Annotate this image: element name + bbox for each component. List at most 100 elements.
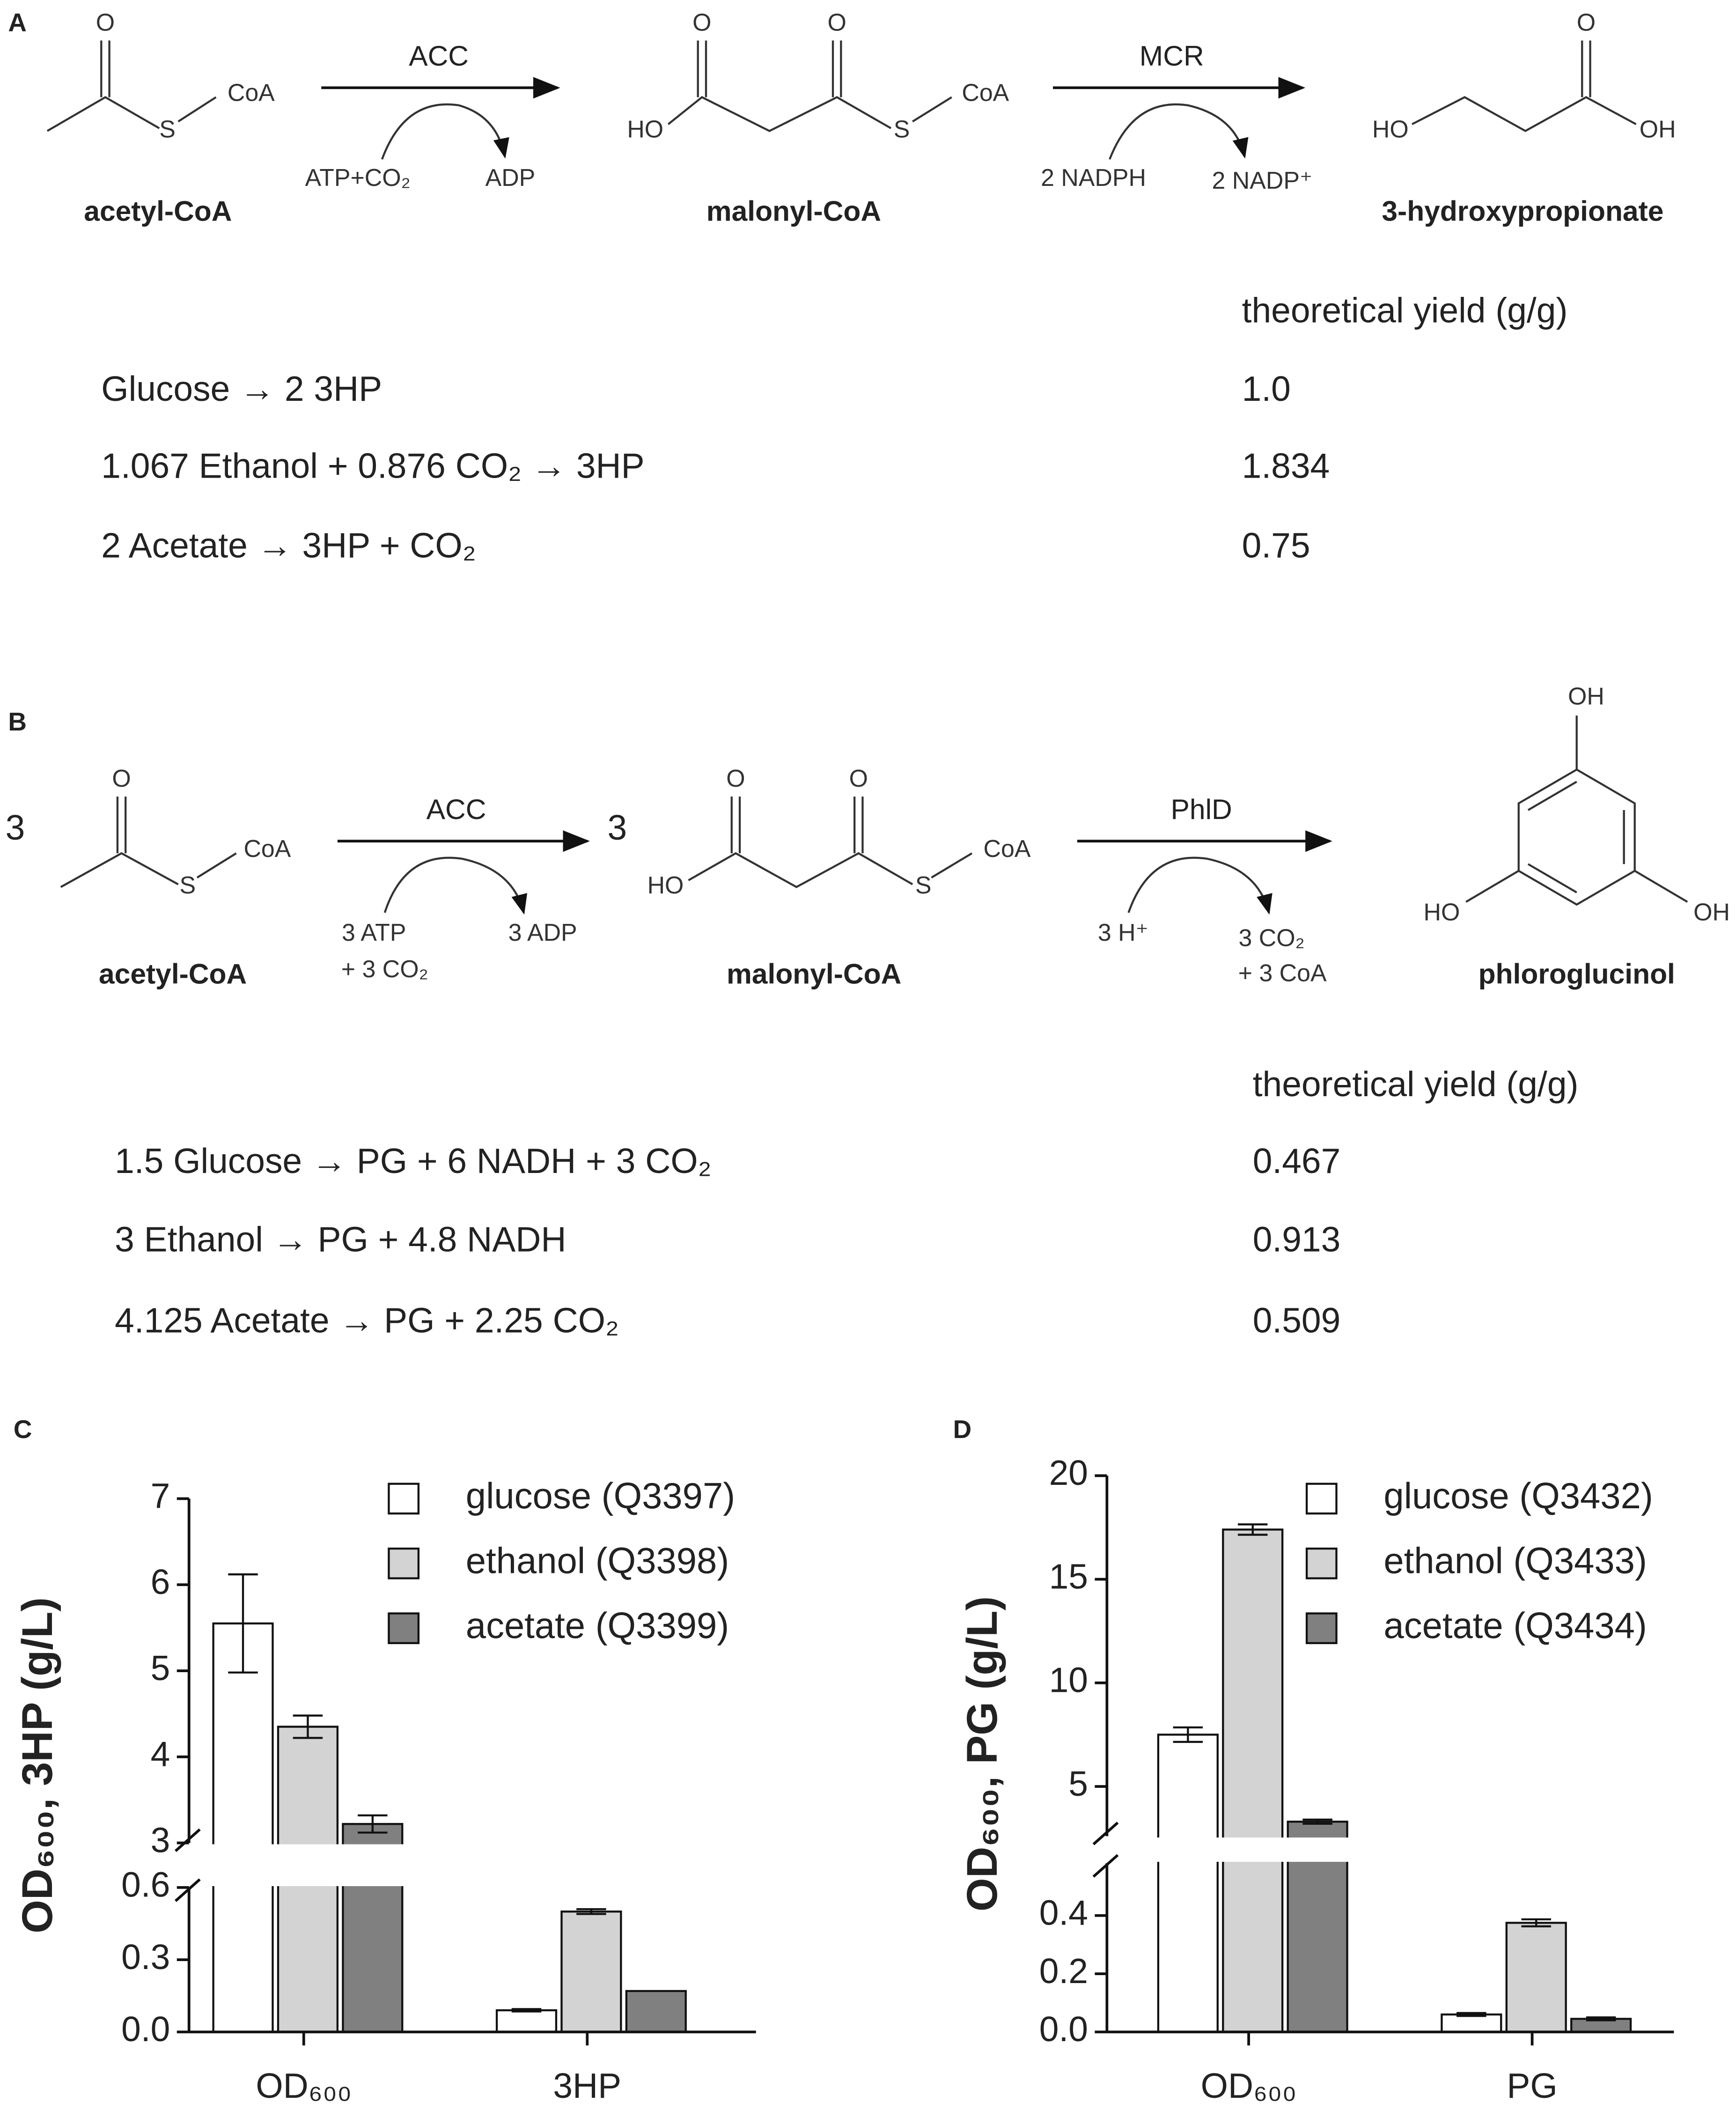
bond	[1527, 781, 1625, 893]
error-bar	[1456, 2012, 1486, 2017]
cofactor: ATP+CO₂	[305, 164, 410, 191]
y-tick-label: 7	[151, 1476, 170, 1515]
bar	[1222, 1528, 1284, 2033]
equation: 1.5 Glucose → PG + 6 NADH + 3 CO₂	[115, 1141, 712, 1180]
bond	[688, 852, 973, 888]
yield: 0.509	[1253, 1300, 1341, 1340]
atom: O	[692, 9, 711, 36]
error-bar	[293, 1714, 323, 1739]
cofactor: + 3 CoA	[1238, 959, 1327, 986]
error-bar	[1586, 2016, 1616, 2021]
atom: HO	[627, 115, 663, 142]
coefficient: 3	[608, 808, 627, 847]
panel-b: B 3 O S CoA acetyl-CoA ACC 3 ATP + 3 CO₂…	[6, 682, 1730, 1340]
error-bar	[1238, 1523, 1268, 1536]
y-tick-label: 5	[151, 1648, 170, 1688]
legend-swatch	[388, 1547, 420, 1579]
atom: CoA	[243, 835, 291, 862]
yield-header: theoretical yield (g/g)	[1242, 291, 1568, 330]
cofactor: 2 NADP⁺	[1212, 167, 1313, 194]
atom: CoA	[962, 79, 1009, 106]
y-tick-label: 20	[1049, 1453, 1088, 1492]
atom: O	[726, 765, 745, 792]
atom: O	[1577, 9, 1596, 36]
atom: CoA	[984, 835, 1031, 862]
axis-title: OD₆₀₀, PG (g/L)	[957, 1596, 1006, 1911]
bond	[60, 852, 237, 888]
bond	[697, 40, 842, 97]
atom: HO	[647, 871, 684, 899]
y-tick-label: 0.0	[121, 2009, 170, 2049]
legend-swatch	[388, 1612, 420, 1645]
compound-name: malonyl-CoA	[706, 195, 881, 227]
coefficient: 3	[6, 808, 25, 847]
arrow	[1109, 103, 1249, 160]
bond	[730, 797, 864, 854]
axis-break	[174, 1828, 201, 1902]
compound-name: 3-hydroxypropionate	[1382, 195, 1663, 227]
x-tick-label: PG	[1507, 2066, 1557, 2105]
yield: 1.0	[1242, 369, 1291, 408]
yield: 0.75	[1242, 525, 1310, 565]
atom: O	[96, 9, 115, 36]
y-tick-label: 0.2	[1039, 1951, 1088, 1991]
atom: S	[159, 115, 176, 142]
atom: O	[849, 765, 868, 792]
x-tick-label: 3HP	[553, 2066, 621, 2105]
cofactor: ADP	[485, 164, 536, 191]
equation: 4.125 Acetate → PG + 2.25 CO₂	[115, 1300, 619, 1340]
atom: O	[828, 9, 846, 36]
axis-title: OD₆₀₀, 3HP (g/L)	[13, 1597, 61, 1933]
legend-swatch	[388, 1483, 420, 1515]
atom: OH	[1640, 115, 1676, 142]
arrow	[381, 103, 509, 160]
bar	[495, 2009, 558, 2033]
legend-swatch	[1305, 1483, 1338, 1515]
y-tick-label: 6	[151, 1562, 170, 1601]
compound-name: phloroglucinol	[1479, 958, 1675, 990]
atom: S	[894, 115, 910, 142]
legend-swatch	[1305, 1612, 1338, 1645]
cofactor: 3 ADP	[508, 919, 577, 946]
panel-label: C	[14, 1415, 32, 1444]
axis-break-gap	[1066, 1837, 1633, 1862]
error-bar	[1302, 1818, 1332, 1825]
bar	[625, 1990, 687, 2033]
y-tick-label: 0.0	[1039, 2009, 1088, 2049]
arrow	[383, 856, 528, 915]
error-bar	[511, 2008, 542, 2013]
y-tick-label: 5	[1068, 1764, 1088, 1803]
bar	[1157, 1733, 1219, 2033]
axis-break	[1092, 1822, 1119, 1878]
bond	[1411, 96, 1637, 133]
cofactor: 2 NADPH	[1041, 164, 1146, 191]
bar	[560, 1910, 622, 2033]
yield: 1.834	[1242, 446, 1330, 485]
panel-a: A O S CoA acetyl-CoA ACC ATP+CO₂ ADP O O…	[8, 7, 1676, 565]
equation: 2 Acetate → 3HP + CO₂	[101, 525, 476, 565]
compound-name: malonyl-CoA	[727, 958, 901, 990]
arrow	[1127, 856, 1273, 915]
bond	[1465, 716, 1688, 906]
legend-label: acetate (Q3399)	[466, 1606, 729, 1646]
panel-label: D	[953, 1415, 972, 1444]
y-tick-label: 10	[1049, 1660, 1088, 1700]
cofactor: 3 CO₂	[1238, 924, 1304, 951]
y-tick-label: 0.4	[1039, 1893, 1088, 1933]
error-bar	[1521, 1918, 1551, 1927]
y-tick-label: 15	[1049, 1556, 1088, 1596]
bond	[100, 40, 110, 97]
legend-label: glucose (Q3397)	[466, 1476, 735, 1516]
error-bar	[576, 1908, 606, 1915]
y-tick-label: 0.3	[121, 1937, 170, 1977]
atom: OH	[1693, 899, 1730, 926]
error-bar	[1173, 1726, 1203, 1743]
atom: O	[112, 765, 131, 792]
legend-label: acetate (Q3434)	[1383, 1606, 1647, 1646]
enzyme: ACC	[427, 793, 486, 825]
equation: Glucose → 2 3HP	[101, 369, 382, 408]
legend-label: ethanol (Q3398)	[466, 1541, 729, 1581]
cofactor: 3 ATP	[342, 919, 406, 946]
atom: HO	[1372, 115, 1409, 142]
